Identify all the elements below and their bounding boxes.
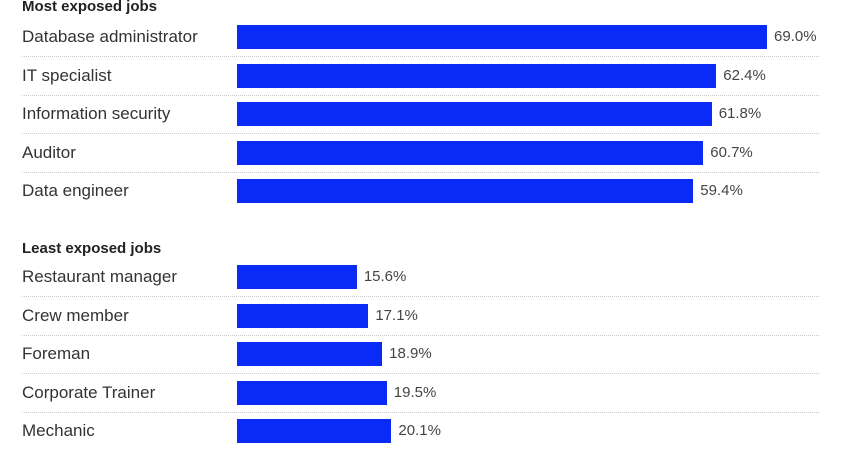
value-label: 18.9% <box>389 345 432 362</box>
category-label: Auditor <box>22 142 76 162</box>
bar-row: Corporate Trainer 19.5% <box>22 374 819 413</box>
bar-row: IT specialist 62.4% <box>22 57 819 96</box>
value-label: 20.1% <box>398 422 441 439</box>
bar <box>237 342 383 366</box>
bar-row: Crew member 17.1% <box>22 297 819 336</box>
bar <box>237 102 712 126</box>
category-label: Corporate Trainer <box>22 382 156 402</box>
value-label: 19.5% <box>393 383 437 401</box>
bar-row: Foreman 18.9% <box>22 335 819 374</box>
least-exposed-title: Least exposed jobs <box>22 240 162 257</box>
category-label: Mechanic <box>22 421 95 440</box>
bar-row: Database administrator 69.0% <box>22 18 819 57</box>
bar <box>237 303 369 328</box>
row-divider <box>22 373 819 374</box>
value-label: 62.4% <box>723 66 766 84</box>
row-divider <box>22 171 819 173</box>
category-label: Data engineer <box>22 181 129 200</box>
bar <box>237 63 717 88</box>
category-label: Crew member <box>22 305 129 325</box>
row-divider <box>22 56 819 57</box>
value-label: 69.0% <box>774 28 817 45</box>
bar-row: Auditor 60.7% <box>22 134 819 173</box>
row-divider <box>22 411 819 413</box>
category-label: Database administrator <box>22 27 198 46</box>
row-divider <box>22 334 819 336</box>
value-label: 15.6% <box>363 268 407 285</box>
category-label: Restaurant manager <box>22 267 177 286</box>
category-label: Information security <box>22 104 171 123</box>
bar <box>237 179 694 203</box>
row-divider <box>22 133 819 134</box>
bar-row: Data engineer 59.4% <box>22 172 819 210</box>
category-label: Foreman <box>22 344 91 363</box>
row-divider <box>22 296 819 297</box>
category-label: IT specialist <box>22 65 112 85</box>
bar <box>237 419 392 443</box>
row-divider <box>22 94 819 96</box>
value-label: 17.1% <box>375 306 418 324</box>
value-label: 60.7% <box>710 143 753 161</box>
bar <box>237 265 357 289</box>
bar-row: Information security 61.8% <box>22 95 819 134</box>
value-label: 59.4% <box>700 182 743 199</box>
bar-row: Mechanic 20.1% <box>22 412 819 450</box>
bar <box>237 140 704 165</box>
bar-row: Restaurant manager 15.6% <box>22 258 819 297</box>
most-exposed-title: Most exposed jobs <box>22 0 158 15</box>
bar <box>237 380 387 405</box>
value-label: 61.8% <box>718 105 762 122</box>
bar <box>237 25 767 49</box>
